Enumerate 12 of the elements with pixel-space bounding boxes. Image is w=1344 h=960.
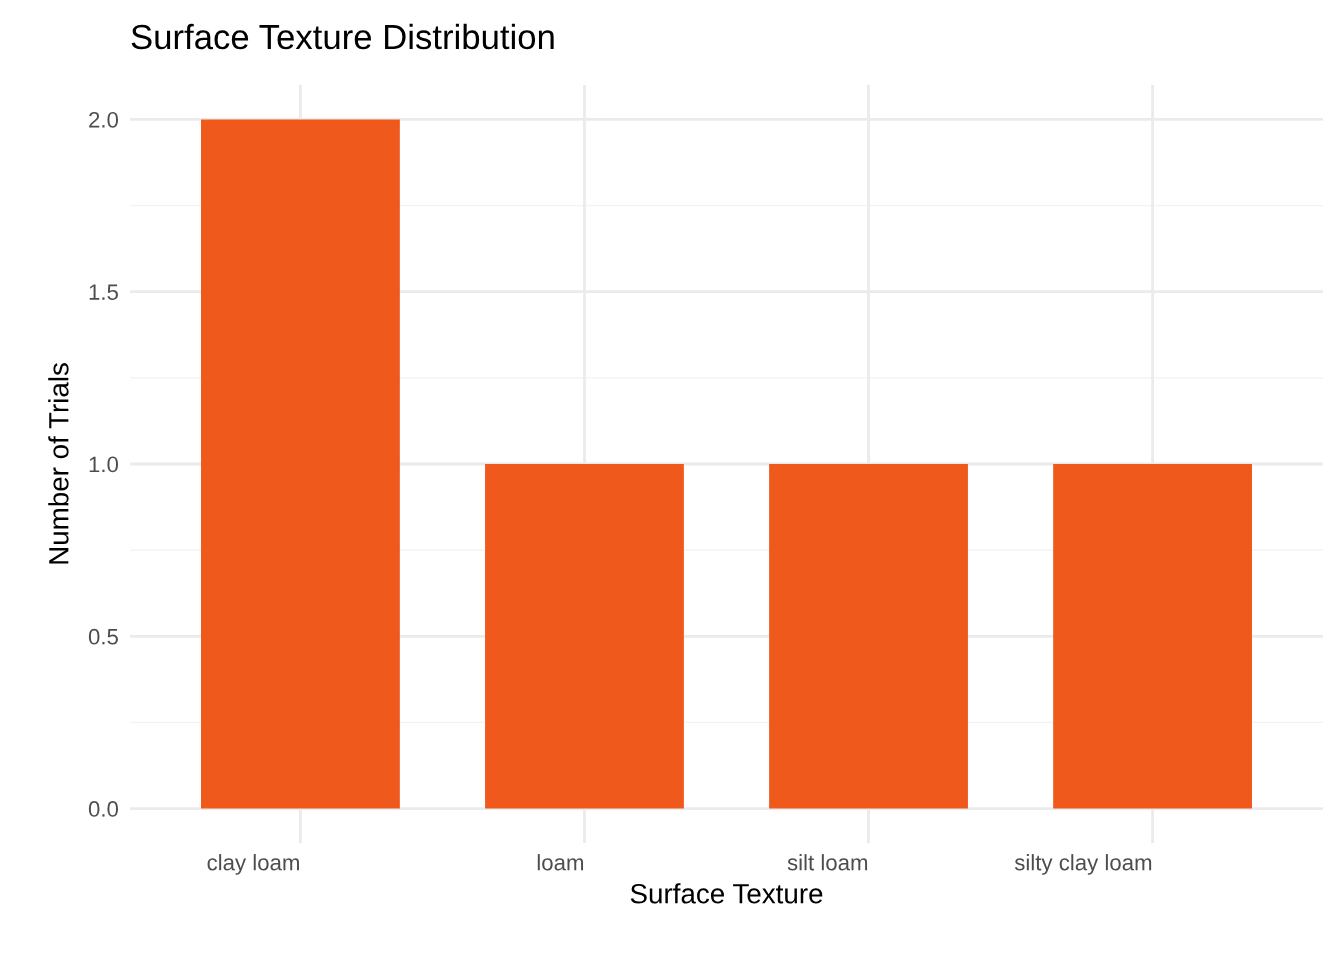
y-tick-label: 1.5 [89, 284, 118, 300]
x-tick-label: loam [537, 854, 584, 871]
y-tick-label: 0.0 [88, 801, 119, 817]
y-axis-title: Number of Trials [48, 363, 69, 564]
x-tick-label: clay loam [207, 854, 299, 875]
chart-title: Surface Texture Distribution [131, 23, 554, 50]
x-tick-label: silty clay loam [1014, 854, 1152, 875]
y-tick-label: 2.0 [89, 111, 119, 128]
y-tick-label: 0.5 [88, 628, 118, 645]
x-tick-label: silt loam [787, 854, 868, 871]
y-tick-label: 1.0 [89, 456, 119, 473]
x-axis-title: Surface Texture [630, 883, 823, 904]
